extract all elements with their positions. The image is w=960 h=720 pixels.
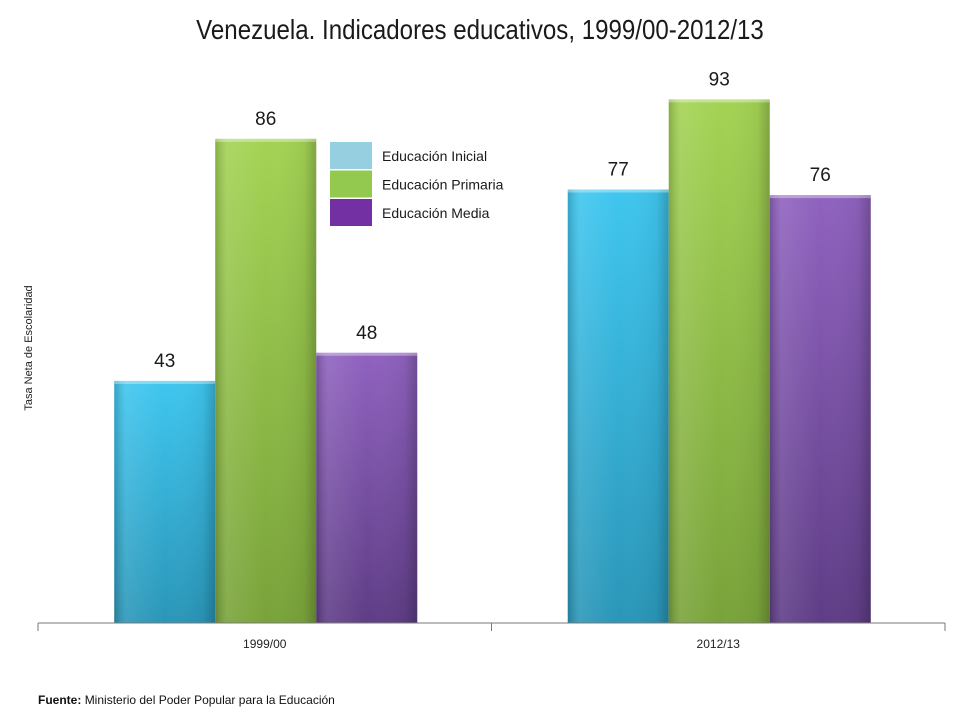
source-note: Fuente: Ministerio del Poder Popular par… xyxy=(38,693,335,707)
bar-shade xyxy=(114,380,216,623)
y-axis-label: Tasa Neta de Escolaridad xyxy=(23,285,35,410)
legend-label: Educación Primaria xyxy=(382,177,504,193)
bar-shade xyxy=(668,99,770,623)
x-tick-label: 2012/13 xyxy=(697,637,741,651)
bar-top-highlight xyxy=(114,380,216,384)
source-text: Ministerio del Poder Popular para la Edu… xyxy=(84,693,335,707)
legend-swatch xyxy=(330,199,372,226)
data-label: 48 xyxy=(356,323,377,344)
chart-title: Venezuela. Indicadores educativos, 1999/… xyxy=(196,14,764,45)
legend-label: Educación Inicial xyxy=(382,148,487,164)
bar-top-highlight xyxy=(668,99,770,103)
data-label: 43 xyxy=(154,351,175,372)
legend-swatch xyxy=(330,142,372,169)
legend-label: Educación Media xyxy=(382,205,490,221)
bar-shade xyxy=(567,189,669,624)
bar-shade xyxy=(316,352,418,623)
source-label: Fuente: xyxy=(38,693,82,707)
bar-top-highlight xyxy=(316,352,418,356)
data-label: 77 xyxy=(608,159,629,180)
bar-shade xyxy=(215,138,317,623)
data-label: 86 xyxy=(255,109,276,130)
data-label: 76 xyxy=(810,165,831,186)
bar-top-highlight xyxy=(769,195,871,199)
bar-top-highlight xyxy=(215,138,317,142)
bar-top-highlight xyxy=(567,189,669,193)
x-tick-label: 1999/00 xyxy=(243,637,287,651)
data-label: 93 xyxy=(709,69,730,90)
legend-swatch xyxy=(330,170,372,198)
bar-shade xyxy=(769,195,871,623)
